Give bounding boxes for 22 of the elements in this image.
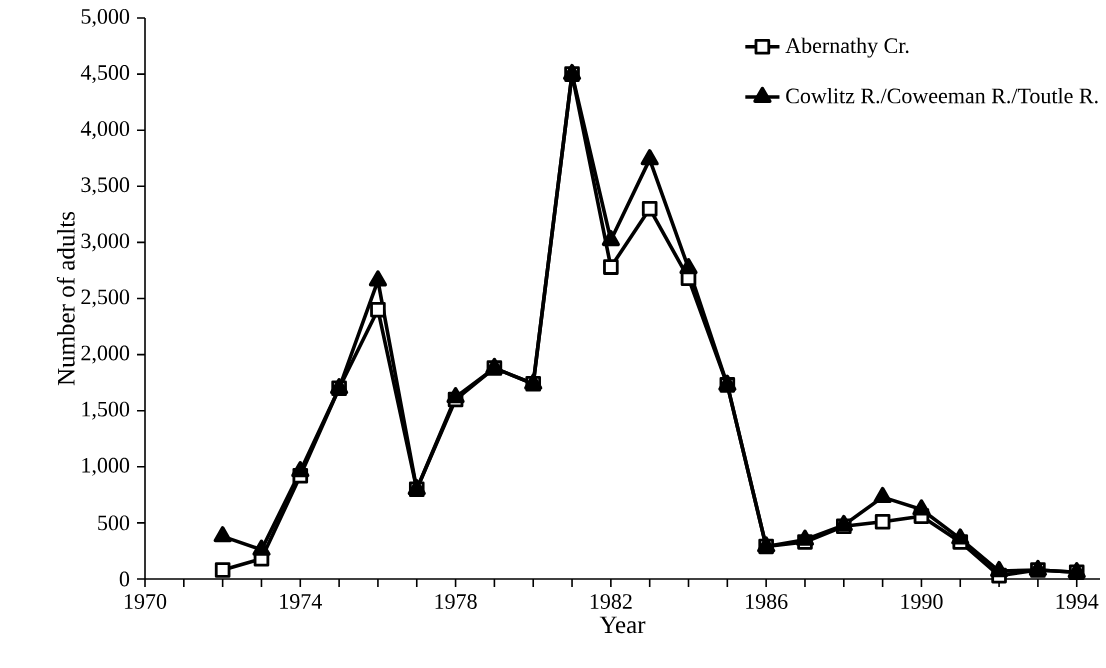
y-tick-label: 3,500 [81, 177, 130, 196]
y-tick-label: 3,000 [81, 233, 130, 252]
y-tick-label: 500 [98, 515, 130, 531]
y-axis-title: Number of adults [56, 211, 75, 386]
y-tick-label: 0 [119, 571, 130, 587]
y-tick-label: 4,000 [80, 121, 130, 140]
y-tick-label: 1,500 [82, 401, 130, 420]
y-tick-label: 1,000 [82, 457, 130, 476]
legend-label: Abernathy Cr. [785, 37, 909, 58]
x-tick-label: 1990 [901, 594, 943, 609]
x-tick-label: 1974 [280, 594, 322, 609]
y-tick-label: 4,500 [80, 65, 130, 84]
x-tick-label: 1978 [435, 594, 477, 609]
y-tick-label: 2,000 [81, 345, 130, 364]
legend-label: Cowlitz R./Coweeman R./Toutle R. [786, 87, 1098, 104]
y-tick-label: 2,500 [81, 289, 130, 308]
y-tick-label: 5,000 [81, 9, 130, 28]
x-tick-label: 1994 [1056, 594, 1099, 609]
x-tick-label: 1970 [124, 594, 167, 609]
x-tick-label: 1982 [590, 594, 632, 609]
x-axis-title: Year [599, 616, 646, 634]
x-tick-label: 1986 [746, 594, 788, 609]
